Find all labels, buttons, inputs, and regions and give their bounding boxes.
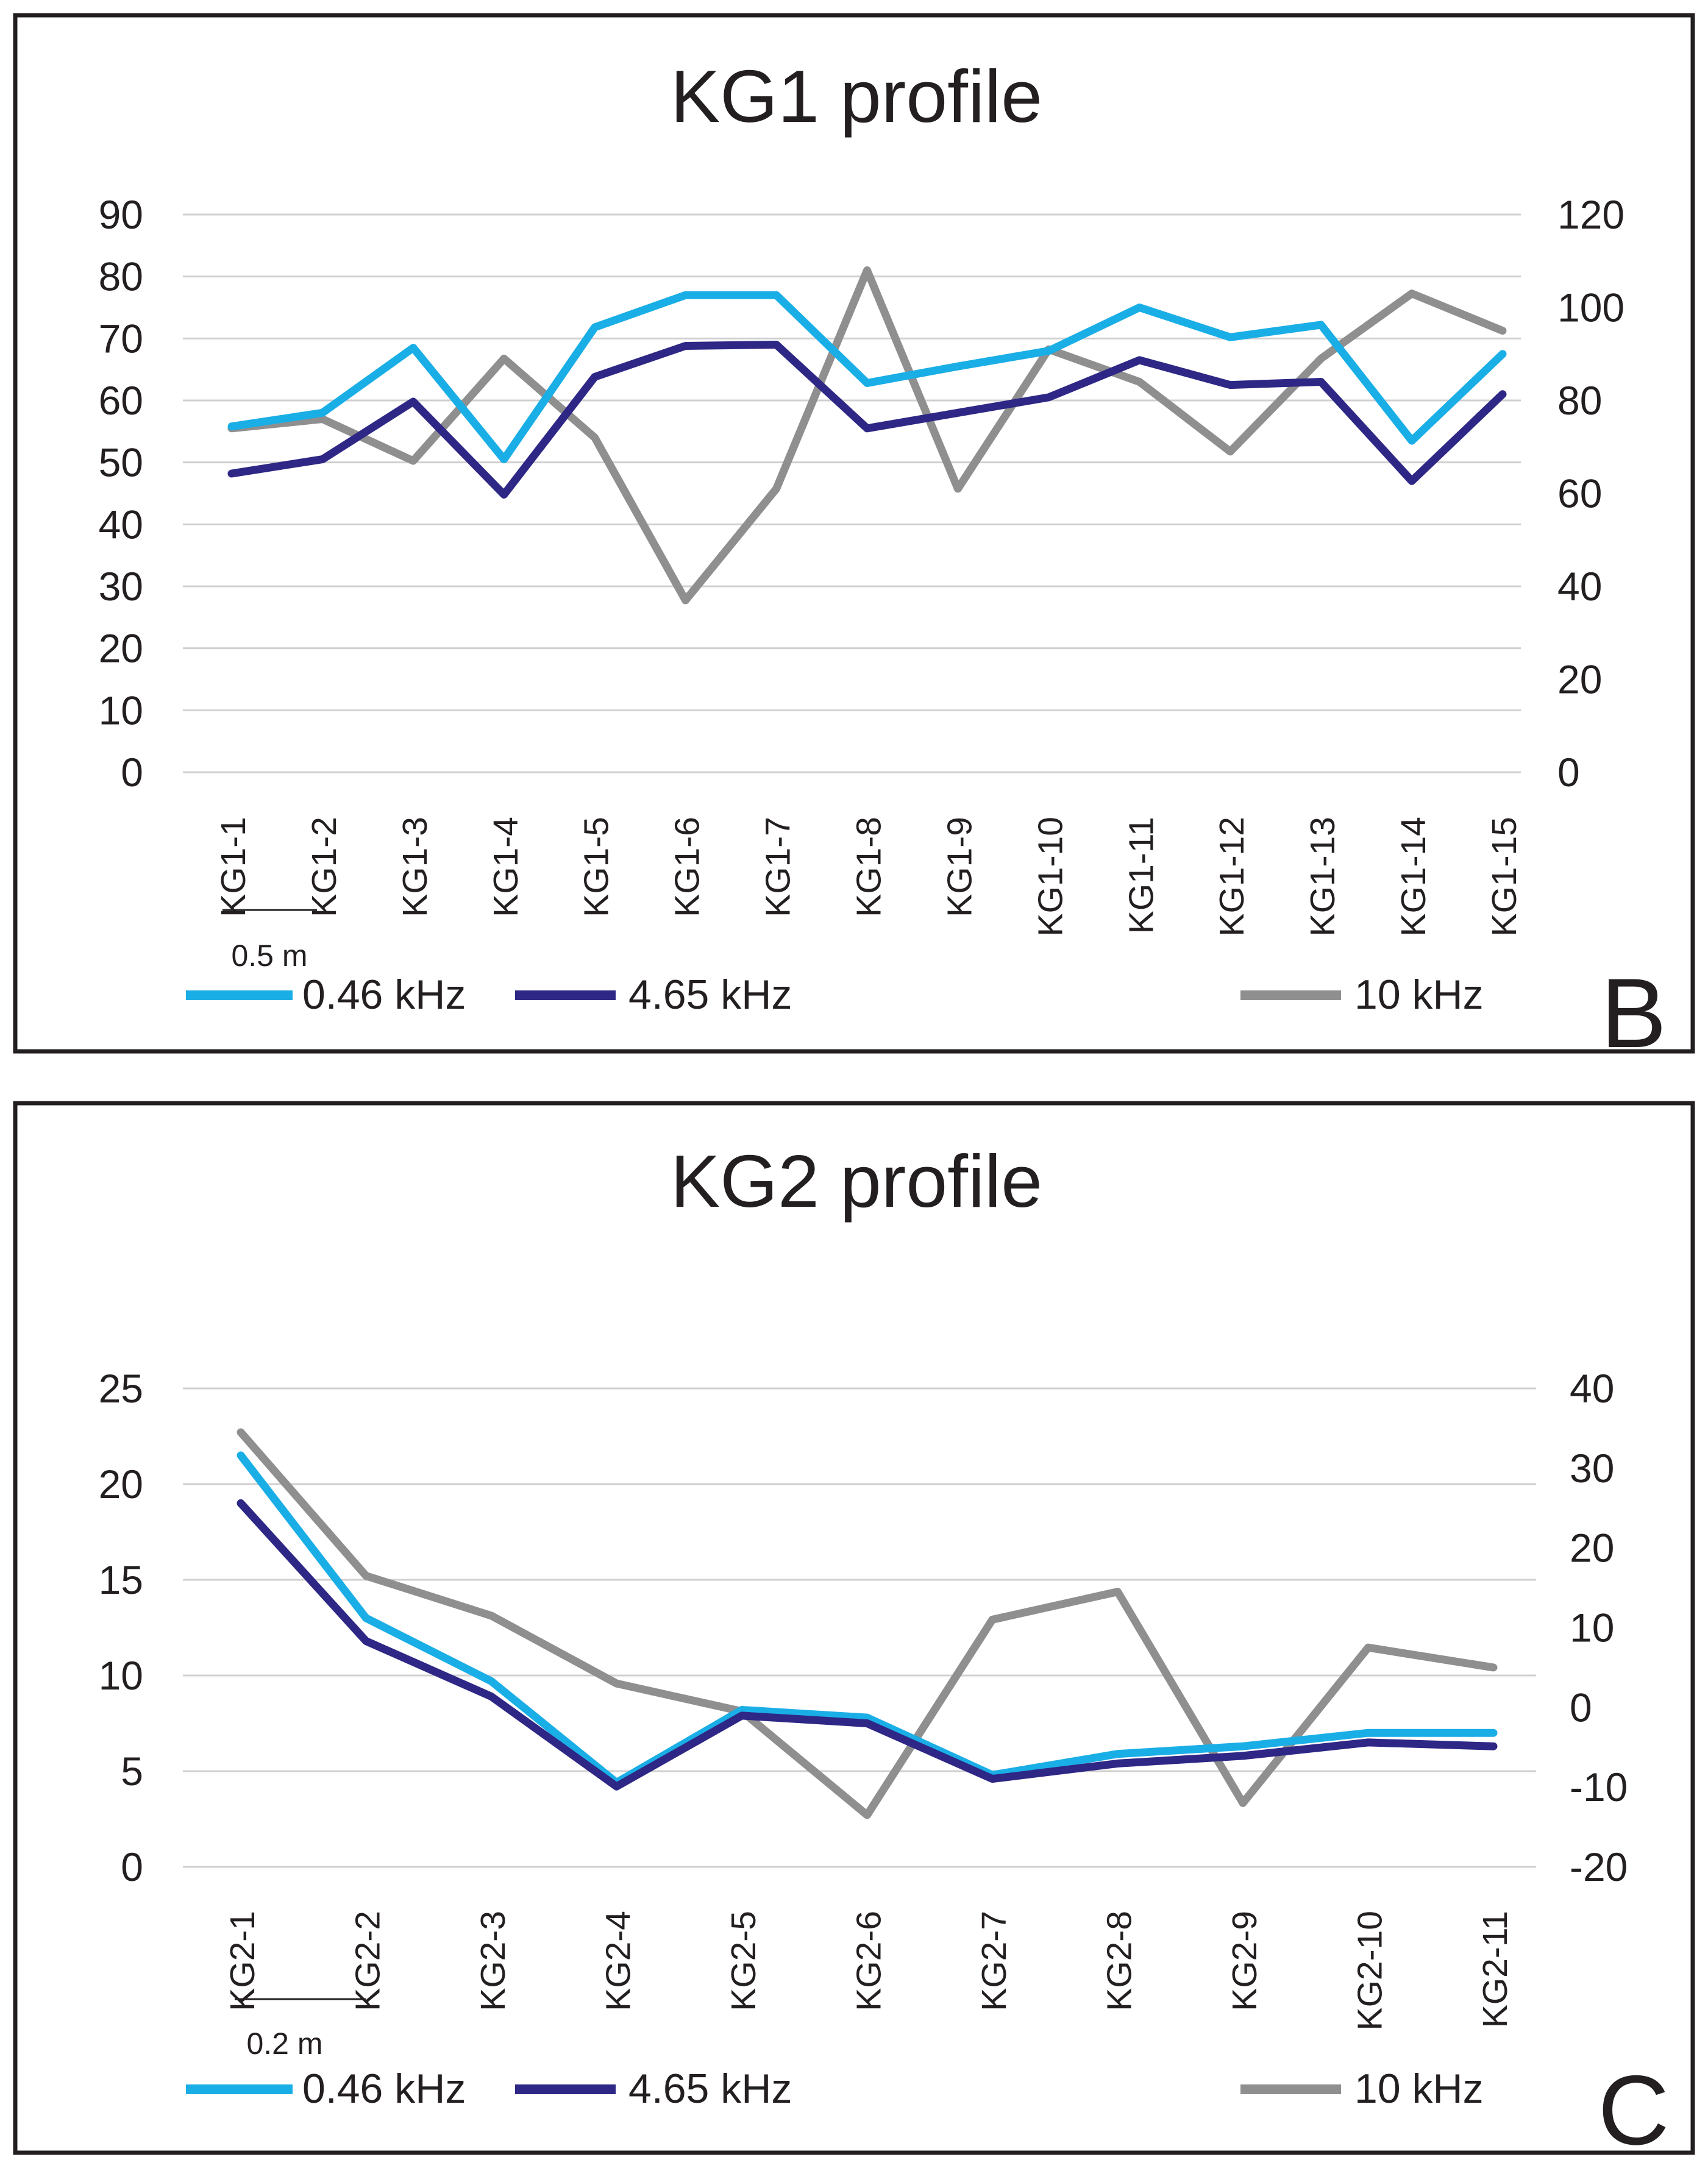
y-tick-label-left: 10 [99,1653,143,1698]
chart-title: KG2 profile [671,1140,1042,1223]
x-tick-label: KG1-6 [668,817,707,917]
y-tick-label-right: 100 [1557,285,1624,330]
y-tick-label-left: 80 [99,254,143,299]
series-line-0-46-khz [237,1451,1498,1787]
y-tick-label-left: 70 [99,316,143,361]
y-tick-label-left: 0 [121,750,143,795]
y-tick-label-right: -10 [1570,1764,1628,1810]
x-tick-label: KG1-11 [1122,817,1161,934]
y-tick-label-right: 0 [1557,750,1580,795]
y-tick-label-right: 20 [1557,657,1602,702]
chart-title: KG1 profile [671,55,1042,138]
y-tick-label-left: 50 [99,440,143,485]
x-tick-label: KG1-2 [305,817,344,917]
x-tick-label: KG2-2 [349,1911,388,2011]
legend-label: 10 kHz [1354,972,1484,1018]
x-tick-label: KG2-9 [1225,1911,1264,2011]
series-line-4-65-khz [227,341,1507,499]
y-tick-label-right: 40 [1557,564,1602,609]
y-tick-label-right: 10 [1570,1605,1614,1650]
scale-bar-label: 0.2 m [246,2027,322,2061]
series-line-10-khz [237,1428,1498,1819]
legend-label: 0.46 kHz [302,972,466,1018]
x-tick-label: KG2-10 [1351,1911,1390,2030]
legend-label: 4.65 kHz [628,2066,792,2112]
x-tick-label: KG1-5 [577,817,616,917]
scale-bar-label: 0.5 m [231,939,307,973]
y-tick-label-left: 15 [99,1557,143,1602]
x-tick-label: KG1-7 [759,817,798,917]
x-tick-label: KG1-15 [1485,817,1524,936]
x-tick-label: KG1-1 [214,817,253,917]
x-tick-label: KG1-12 [1212,817,1251,936]
x-tick-label: KG2-8 [1100,1911,1139,2011]
series-line-4-65-khz [237,1499,1498,1791]
legend-label: 0.46 kHz [302,2066,466,2112]
y-tick-label-right: 20 [1570,1526,1614,1571]
y-tick-label-right: 0 [1570,1685,1592,1730]
x-tick-label: KG1-8 [850,817,889,917]
x-tick-label: KG1-9 [940,817,979,917]
x-tick-label: KG1-4 [486,817,525,917]
x-tick-label: KG2-11 [1476,1911,1515,2028]
series-line-0-46-khz [227,291,1507,464]
y-tick-label-right: 40 [1570,1366,1614,1411]
series-line-10-khz [227,266,1507,605]
x-tick-label: KG1-3 [396,817,435,917]
panel-frame [13,1101,1695,2155]
y-tick-label-left: 90 [99,192,143,237]
y-tick-label-left: 30 [99,564,143,609]
x-tick-label: KG2-4 [599,1911,638,2011]
x-tick-label: KG2-7 [975,1911,1014,2011]
legend-label: 10 kHz [1354,2066,1484,2112]
y-tick-label-left: 0 [121,1844,143,1889]
panel-letter: B [1601,958,1667,1068]
x-tick-label: KG1-10 [1031,817,1070,936]
x-tick-label: KG1-14 [1394,817,1433,936]
y-tick-label-right: -20 [1570,1844,1628,1889]
x-tick-label: KG2-1 [223,1911,262,2011]
chart-panel-c: KG2 profile 0 5 10 15 20 25 -20 -10 0 10 20 30 40 KG2-… [13,1101,1695,2166]
y-tick-label-right: 120 [1557,192,1624,237]
x-tick-label: KG1-13 [1303,817,1342,936]
chart-panel-b: KG1 profile 0 10 20 30 40 50 60 70 80 90 0 20 40 60 80 1… [13,13,1695,1068]
x-tick-label: KG2-6 [850,1911,889,2011]
panel-frame [13,13,1695,1054]
y-tick-label-left: 25 [99,1366,143,1411]
y-tick-label-right: 30 [1570,1446,1614,1491]
y-tick-label-left: 20 [99,626,143,671]
x-tick-label: KG2-5 [724,1911,763,2011]
y-tick-label-left: 20 [99,1462,143,1507]
legend-label: 4.65 kHz [628,972,792,1018]
y-tick-label-left: 40 [99,502,143,547]
y-tick-label-left: 5 [121,1749,143,1794]
y-tick-label-right: 60 [1557,471,1602,516]
y-tick-label-left: 60 [99,378,143,423]
panel-letter: C [1598,2055,1670,2166]
x-tick-label: KG2-3 [474,1911,513,2011]
y-tick-label-left: 10 [99,688,143,733]
y-tick-label-right: 80 [1557,378,1602,423]
